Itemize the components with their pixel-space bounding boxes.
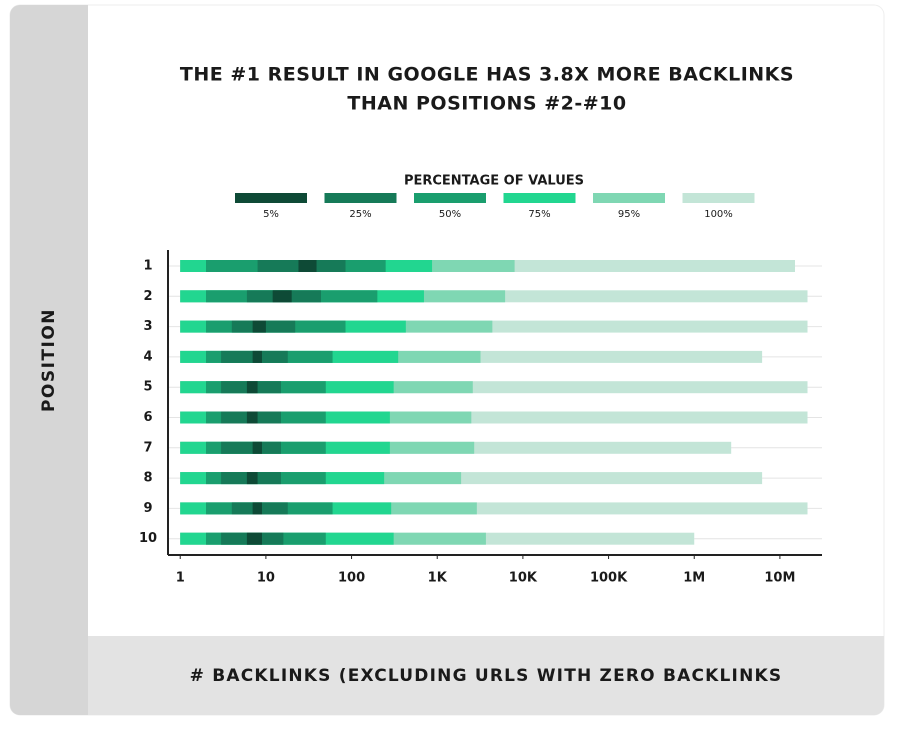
chart-title: THE #1 RESULT IN GOOGLE HAS 3.8X MORE BA… (180, 64, 794, 86)
legend-swatch (324, 193, 397, 203)
bar-segment (252, 320, 266, 333)
bar-segment (252, 441, 262, 454)
legend-label: 75% (528, 209, 550, 220)
y-tick-label: 8 (143, 471, 152, 486)
bar-segment (246, 411, 258, 424)
legend-label: 100% (704, 209, 733, 220)
bar-segment (298, 260, 317, 272)
y-tick-label: 2 (143, 289, 152, 304)
legend-label: 95% (618, 209, 640, 220)
x-tick-label: 10M (764, 571, 795, 586)
legend-swatch (414, 193, 486, 203)
bar-segment (252, 502, 262, 515)
x-tick-label: 1M (683, 571, 705, 586)
x-tick-label: 100 (338, 571, 365, 586)
x-tick-label: 10K (509, 571, 538, 586)
legend-label: 50% (439, 209, 461, 220)
y-label-band (10, 5, 88, 715)
bar-segment (246, 381, 258, 394)
y-tick-label: 4 (143, 349, 152, 364)
x-tick-label: 100K (590, 571, 628, 586)
bar-segment (221, 441, 281, 454)
legend-swatch (235, 193, 307, 203)
legend-swatch (503, 193, 576, 203)
y-tick-label: 6 (143, 410, 152, 425)
bar-segment (252, 350, 262, 363)
x-label-band (88, 636, 884, 715)
legend-title: PERCENTAGE OF VALUES (404, 174, 584, 189)
y-tick-label: 1 (143, 259, 152, 274)
legend-label: 5% (263, 209, 279, 220)
x-tick-label: 1 (176, 571, 185, 586)
y-axis-label: POSITION (39, 308, 59, 412)
legend-label: 25% (349, 209, 371, 220)
x-tick-label: 1K (428, 571, 448, 586)
chart-title: THAN POSITIONS #2-#10 (347, 93, 626, 115)
legend-swatch (593, 193, 665, 203)
x-tick-label: 10 (257, 571, 275, 586)
x-axis-label: # BACKLINKS (EXCLUDING URLS WITH ZERO BA… (190, 666, 783, 686)
bar-segment (272, 290, 292, 303)
y-tick-label: 9 (143, 501, 152, 516)
y-tick-label: 7 (143, 440, 152, 455)
bar-segment (246, 532, 262, 545)
bar-segment (246, 472, 258, 485)
y-tick-label: 3 (143, 319, 152, 334)
legend-swatch (682, 193, 755, 203)
y-tick-label: 5 (143, 380, 152, 395)
y-tick-label: 10 (139, 531, 157, 546)
